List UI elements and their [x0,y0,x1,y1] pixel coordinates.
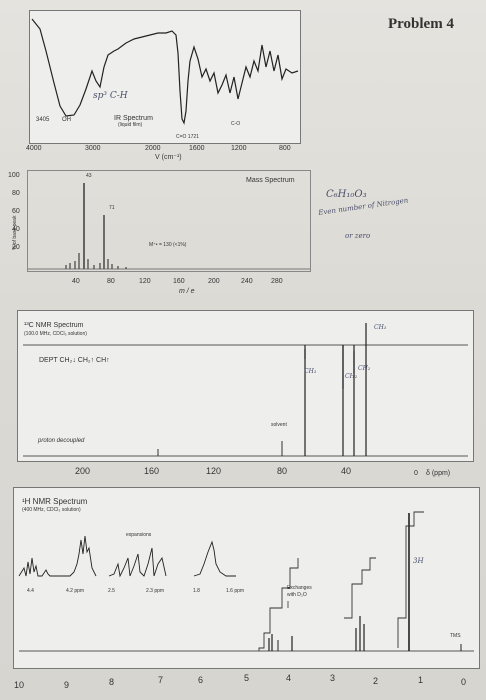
h1-tick-9: 9 [64,680,70,690]
ir-peak-label-c-o: C-O [231,121,241,127]
mass-y-label: % of base peak [12,215,18,250]
mass-x-label: m / e [179,288,195,295]
h1-expansions-label: expansions [126,532,152,538]
mass-peak-label-43: 43 [86,173,92,179]
h1-tick-1: 1 [418,675,424,685]
mass-x-tick-200: 200 [208,278,220,285]
h1-tick-8: 8 [109,677,115,687]
ir-tick-1600: 1600 [189,145,205,152]
h1-exchange-note-2: with D₂O [287,592,307,598]
c13-tick-40: 40 [341,466,352,476]
mass-y-tick-20: 20 [12,244,20,251]
handwritten-formula: C₆H₁₀O₃ [326,189,367,200]
h1-inset-tick-2-3: 2.3 ppm [146,588,165,594]
c13-nmr-spectrum [23,323,468,457]
c13-tick-80: 80 [277,466,288,476]
handwritten-note-line1: Even number of Nitrogen [317,196,409,217]
ir-title: IR Spectrum [114,115,153,122]
h1-subtitle: (400 MHz, CDCl₃ solution) [22,507,81,513]
mass-x-tick-80: 80 [107,278,115,285]
mass-title: Mass Spectrum [246,177,295,184]
h1-tick-4: 4 [286,673,292,683]
ir-spectrum-trace [31,18,299,125]
ir-tick-2000: 2000 [145,145,161,152]
mass-y-tick-100: 100 [8,172,20,179]
mass-y-tick-60: 60 [12,208,20,215]
mass-x-tick-120: 120 [139,278,151,285]
ir-tick-3000: 3000 [85,145,101,152]
h1-nmr-spectrum [18,511,474,652]
c13-peak-note-3: CH₂ [358,365,371,372]
mass-molecular-ion: M⁺• = 130 (<1%) [149,242,187,248]
h1-tick-10: 10 [14,680,25,690]
c13-subtitle: (100.0 MHz, CDCl₃ solution) [24,331,87,337]
mass-x-tick-240: 240 [241,278,253,285]
h1-integration-note: 3H [413,557,424,565]
h1-inset-tick-2-5: 2.5 [108,588,115,594]
h1-tick-6: 6 [198,675,204,685]
c13-title: ¹³C NMR Spectrum [24,322,84,329]
mass-x-tick-160: 160 [173,278,185,285]
mass-x-tick-40: 40 [72,278,80,285]
problem-title: Problem 4 [388,16,454,32]
ir-tick-1200: 1200 [231,145,247,152]
c13-tick-200: 200 [75,466,91,476]
h1-title: ¹H NMR Spectrum [22,497,88,506]
ir-tick-800: 800 [279,145,291,152]
c13-tick-120: 120 [206,466,222,476]
mass-y-tick-40: 40 [12,226,20,233]
ir-subtitle: (liquid film) [118,122,143,128]
c13-tick-160: 160 [144,466,160,476]
mass-spectrum-panel [27,170,311,272]
h1-nmr-panel [13,487,480,669]
ir-spectrum-panel [29,10,301,144]
mass-spectrum-bars [28,183,310,270]
c13-dept-label: DEPT CH₂↓ CH₂↑ CH↑ [39,357,110,364]
c13-proton-decoupled: proton decoupled [38,438,85,444]
h1-tms-label: TMS [450,633,461,639]
ir-peak-label-oh: OH [62,117,71,123]
h1-inset-tick-4-2: 4.2 ppm [66,588,85,594]
mass-x-tick-280: 280 [271,278,283,285]
h1-tick-0: 0 [461,677,467,687]
h1-inset-tick-4-4: 4.4 [27,588,34,594]
h1-tick-5: 5 [244,673,250,683]
c13-tick-0: 0 [414,470,418,477]
ir-axis-label: V (cm⁻¹) [155,154,182,161]
c13-nmr-panel [17,310,474,462]
c13-solvent-label: solvent [271,422,287,428]
h1-tick-2: 2 [373,676,379,686]
c13-peak-note-4: CH₃ [374,324,387,331]
mass-peak-label-71: 71 [109,205,115,211]
h1-inset-tick-1-8: 1.8 [193,588,200,594]
ir-peak-label-oh-position: 3405 [36,117,50,123]
ir-tick-4000: 4000 [26,145,42,152]
mass-y-tick-80: 80 [12,190,20,197]
ir-peak-label-co: C=O 1721 [176,134,199,140]
handwritten-note-line2: or zero [345,232,371,240]
h1-exchange-note-1: Exchanges [287,585,312,591]
c13-peak-note-2: CH₂ [345,373,358,380]
c13-delta-label: δ (ppm) [426,470,451,477]
h1-inset-tick-1-6: 1.6 ppm [226,588,245,594]
ir-peak-label-sp3: sp³ C-H [93,91,128,101]
h1-tick-7: 7 [158,675,164,685]
h1-tick-3: 3 [330,673,336,683]
c13-peak-note-1: CH₃ [304,368,317,375]
